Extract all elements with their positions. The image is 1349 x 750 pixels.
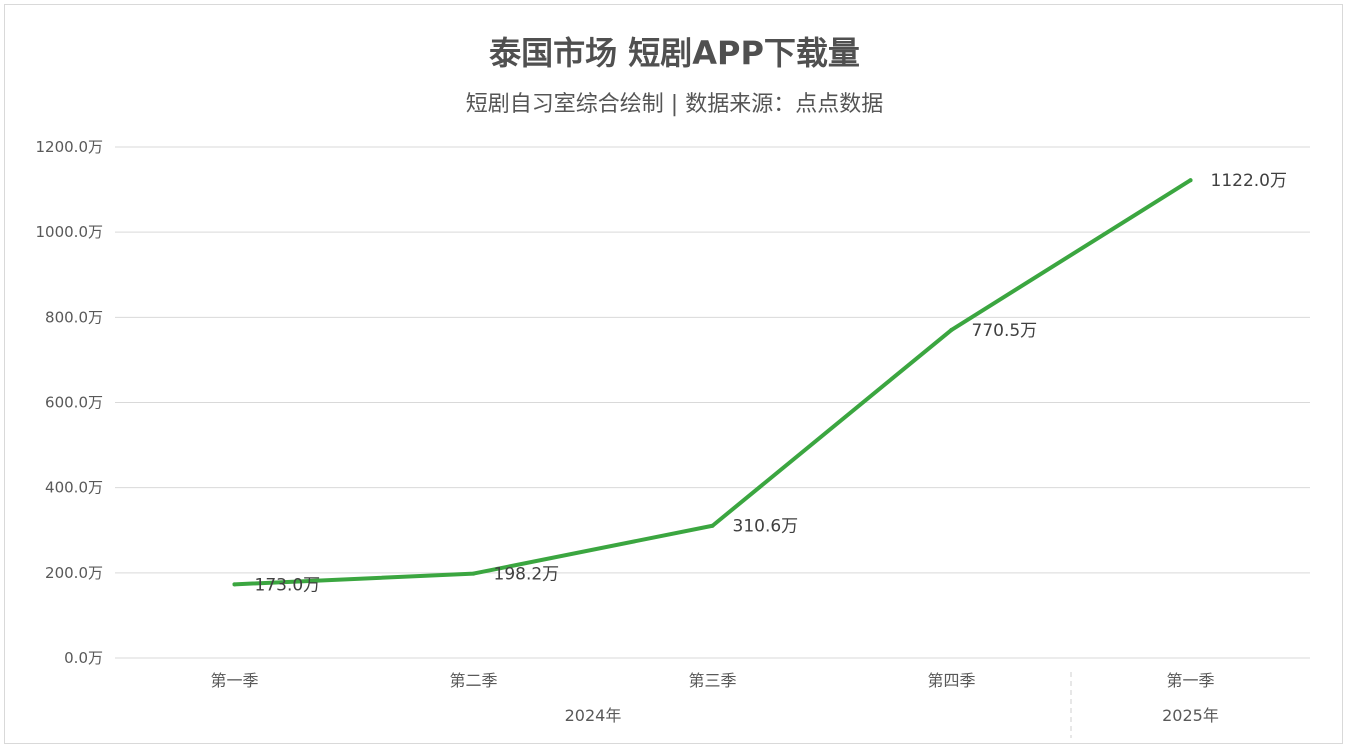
x-tick-label: 第二季 <box>449 671 497 690</box>
y-tick-label: 1200.0万 <box>36 138 104 156</box>
data-label: 770.5万 <box>972 321 1038 341</box>
y-tick-label: 200.0万 <box>45 564 103 582</box>
data-point <box>949 327 954 332</box>
x-tick-label: 第三季 <box>688 671 736 690</box>
data-label: 173.0万 <box>255 575 321 595</box>
data-label: 310.6万 <box>733 517 799 537</box>
data-point <box>1188 178 1193 183</box>
data-label: 198.2万 <box>494 565 560 585</box>
x-tick-label: 第一季 <box>210 671 258 690</box>
y-tick-label: 800.0万 <box>45 308 103 326</box>
chart-subtitle: 短剧自习室综合绘制 | 数据来源：点点数据 <box>465 92 884 117</box>
y-axis-ticks: 0.0万 200.0万 400.0万 600.0万 800.0万 1000.0万 1200.… <box>36 138 104 667</box>
series-line-layer <box>232 178 1193 587</box>
x-tick-label: 第四季 <box>927 671 975 690</box>
y-tick-label: 0.0万 <box>64 649 103 667</box>
data-label: 1122.0万 <box>1211 171 1287 191</box>
data-point <box>710 523 715 528</box>
data-point <box>232 582 237 587</box>
series-line <box>232 178 1193 587</box>
data-labels: 173.0万 198.2万 310.6万 770.5万 1122.0万 <box>255 171 1287 595</box>
x-axis-ticks: 第一季 第二季 第三季 第四季 第一季 2024年 2025年 <box>210 671 1219 738</box>
y-tick-label: 600.0万 <box>45 394 103 412</box>
x-group-label: 2024年 <box>565 706 622 725</box>
y-tick-label: 400.0万 <box>45 479 103 497</box>
data-point <box>471 571 476 576</box>
chart-title: 泰国市场 短剧APP下载量 <box>489 34 860 72</box>
chart-frame <box>4 4 1343 744</box>
x-tick-label: 第一季 <box>1166 671 1214 690</box>
y-tick-label: 1000.0万 <box>36 223 104 241</box>
x-group-label: 2025年 <box>1162 706 1219 725</box>
